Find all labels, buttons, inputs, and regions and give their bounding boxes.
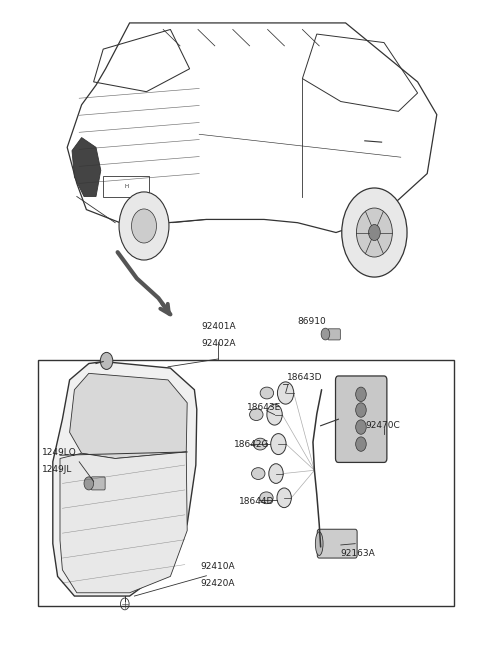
Circle shape (369, 225, 380, 240)
Text: 18642G: 18642G (234, 440, 270, 449)
Ellipse shape (260, 492, 273, 504)
Text: 92470C: 92470C (366, 421, 400, 430)
FancyBboxPatch shape (91, 477, 105, 490)
Circle shape (356, 387, 366, 402)
Circle shape (269, 464, 283, 483)
Circle shape (357, 208, 392, 257)
FancyBboxPatch shape (317, 529, 357, 558)
Text: 92410A: 92410A (201, 562, 235, 571)
Circle shape (267, 404, 282, 425)
Ellipse shape (252, 468, 265, 479)
Text: 92402A: 92402A (201, 339, 236, 348)
Circle shape (277, 382, 294, 404)
Polygon shape (72, 138, 101, 196)
Ellipse shape (253, 438, 267, 450)
Polygon shape (53, 362, 197, 596)
FancyBboxPatch shape (328, 329, 340, 340)
Circle shape (321, 328, 330, 340)
Text: 18643D: 18643D (287, 373, 323, 382)
Text: 92401A: 92401A (201, 322, 236, 331)
Bar (38, 360, 454, 606)
Text: 1249JL: 1249JL (42, 465, 72, 474)
Circle shape (100, 352, 113, 369)
Circle shape (356, 437, 366, 451)
Ellipse shape (315, 532, 323, 555)
Circle shape (356, 420, 366, 434)
Text: 1249LQ: 1249LQ (42, 448, 77, 457)
Circle shape (84, 477, 94, 490)
Polygon shape (60, 452, 187, 593)
Circle shape (271, 434, 286, 455)
Ellipse shape (260, 387, 274, 399)
Circle shape (277, 488, 291, 508)
Text: 86910: 86910 (298, 317, 326, 326)
Circle shape (356, 403, 366, 417)
Text: 18644D: 18644D (239, 496, 275, 506)
Polygon shape (70, 373, 187, 458)
Circle shape (119, 192, 169, 260)
FancyBboxPatch shape (336, 376, 387, 462)
Text: 92420A: 92420A (201, 579, 235, 588)
Text: 18643E: 18643E (247, 403, 281, 412)
Circle shape (342, 188, 407, 277)
Text: 92163A: 92163A (341, 549, 375, 558)
Circle shape (132, 209, 156, 243)
Ellipse shape (250, 409, 263, 421)
Text: H: H (124, 183, 128, 189)
